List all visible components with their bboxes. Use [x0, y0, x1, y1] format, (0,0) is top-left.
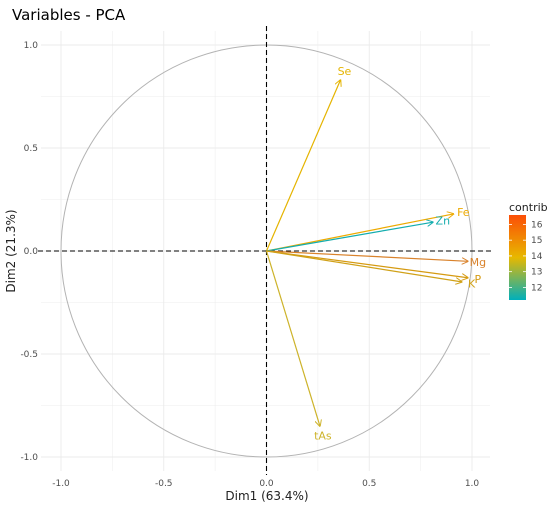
x-tick-label: 1.0 — [465, 479, 480, 489]
legend: contrib 16 15 14 13 12 — [509, 201, 548, 300]
arrow-zn — [266, 222, 433, 252]
arrow-label-se: Se — [338, 65, 352, 78]
x-tick-label: -1.0 — [52, 479, 70, 489]
arrow-se — [265, 80, 341, 252]
legend-label: 16 — [531, 220, 543, 230]
colorbar — [509, 215, 526, 300]
axes: -1.0 -0.5 0.0 0.5 1.0 1.0 0.5 0.0 -0.5 -1.0 — [20, 26, 493, 489]
legend-title: contrib — [509, 201, 548, 214]
arrow-label-fe: Fe — [457, 206, 470, 219]
legend-label: 14 — [531, 252, 543, 262]
arrow-k — [266, 250, 462, 282]
y-tick-label: -0.5 — [20, 350, 38, 360]
y-tick-label: 0.5 — [24, 144, 38, 154]
x-tick-label: 0.5 — [362, 479, 376, 489]
arrow-label-p: P — [474, 273, 481, 286]
y-tick-label: 0.0 — [24, 247, 39, 257]
x-tick-label: 0.0 — [259, 479, 274, 489]
legend-label: 13 — [531, 268, 542, 278]
arrow-label-mg: Mg — [470, 256, 486, 269]
legend-label: 15 — [531, 236, 542, 246]
arrow-label-k: K — [468, 277, 476, 290]
x-axis-title: Dim1 (63.4%) — [225, 489, 308, 503]
y-axis-title: Dim2 (21.3%) — [4, 209, 18, 292]
y-tick-label: 1.0 — [24, 41, 39, 51]
arrow-p — [266, 250, 468, 278]
arrow-mg — [266, 250, 468, 261]
chart-title: Variables - PCA — [12, 6, 126, 24]
legend-label: 12 — [531, 283, 542, 293]
arrow-label-zn: Zn — [436, 214, 451, 227]
y-tick-label: -1.0 — [20, 453, 38, 463]
arrow-fe — [266, 214, 454, 252]
x-tick-label: -0.5 — [155, 479, 173, 489]
arrow-tas — [265, 250, 320, 426]
arrow-label-tas: tAs — [314, 430, 332, 443]
